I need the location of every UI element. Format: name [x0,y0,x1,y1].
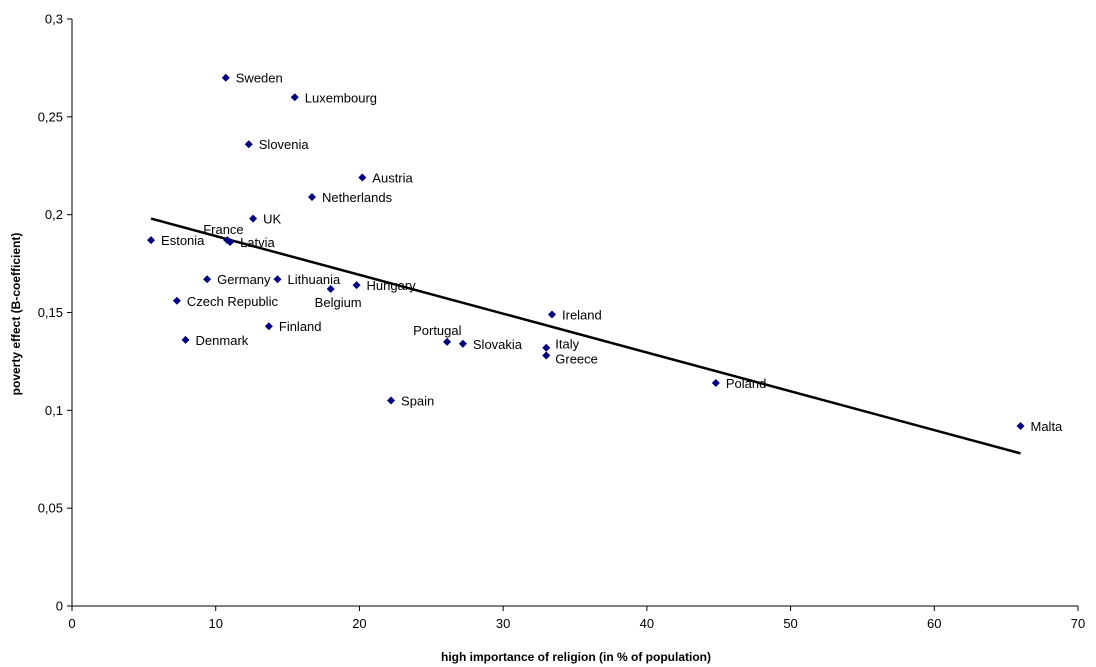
point-italy [542,343,551,352]
label-lithuania: Lithuania [288,272,342,287]
label-greece: Greece [555,352,598,367]
x-tick-label: 0 [68,616,75,631]
label-malta: Malta [1031,419,1064,434]
y-ticks: 0 0,05 0,1 0,15 0,2 0,25 0,3 [38,12,72,614]
x-tick-label: 40 [640,616,654,631]
label-france: France [203,222,243,237]
trendline [150,217,1021,455]
label-slovakia: Slovakia [473,337,523,352]
x-axis-title: high importance of religion (in % of pop… [441,650,711,664]
point-slovakia [458,339,467,348]
point-estonia [147,236,156,245]
label-belgium: Belgium [315,295,362,310]
label-denmark: Denmark [196,333,249,348]
x-ticks: 0 10 20 30 40 50 60 70 [68,606,1085,631]
point-germany [203,275,212,284]
x-tick-label: 10 [208,616,222,631]
label-netherlands: Netherlands [322,190,393,205]
point-hungary [352,281,361,290]
point-luxembourg [290,93,299,102]
y-tick-label: 0,2 [45,207,63,222]
point-austria [358,173,367,182]
y-tick-label: 0,05 [38,501,63,516]
label-hungary: Hungary [367,278,417,293]
point-ireland [548,310,557,319]
point-portugal [443,337,452,346]
label-sweden: Sweden [236,71,283,86]
point-sweden [221,73,230,82]
label-ireland: Ireland [562,307,602,322]
label-estonia: Estonia [161,233,205,248]
y-tick-label: 0,25 [38,109,63,124]
y-tick-label: 0,15 [38,305,63,320]
point-netherlands [308,193,317,202]
label-czech-republic: Czech Republic [187,294,279,309]
y-tick-label: 0,1 [45,403,63,418]
point-czech-republic [172,296,181,305]
point-lithuania [273,275,282,284]
x-tick-label: 30 [496,616,510,631]
x-tick-label: 20 [352,616,366,631]
x-tick-label: 70 [1071,616,1085,631]
label-spain: Spain [401,394,434,409]
label-uk: UK [263,212,281,227]
point-slovenia [244,140,253,149]
point-poland [711,378,720,387]
point-finland [264,322,273,331]
point-belgium [326,285,335,294]
label-italy: Italy [555,337,579,352]
point-greece [542,351,551,360]
point-denmark [181,335,190,344]
point-latvia [226,238,235,247]
label-austria: Austria [372,170,413,185]
x-tick-label: 50 [783,616,797,631]
point-malta [1016,421,1025,430]
label-germany: Germany [217,272,271,287]
point-spain [387,396,396,405]
y-axis-title: poverty effect (B-coefficient) [9,233,23,396]
label-portugal: Portugal [413,323,462,338]
x-tick-label: 60 [927,616,941,631]
data-points [147,73,1025,430]
point-uk [249,214,258,223]
label-slovenia: Slovenia [259,137,310,152]
label-finland: Finland [279,319,322,334]
y-tick-label: 0 [56,599,63,614]
point-labels: Sweden Luxembourg Slovenia Austria Netherlan… [161,71,1063,434]
label-poland: Poland [726,376,766,391]
label-latvia: Latvia [240,235,275,250]
y-tick-label: 0,3 [45,12,63,27]
label-luxembourg: Luxembourg [305,90,377,105]
